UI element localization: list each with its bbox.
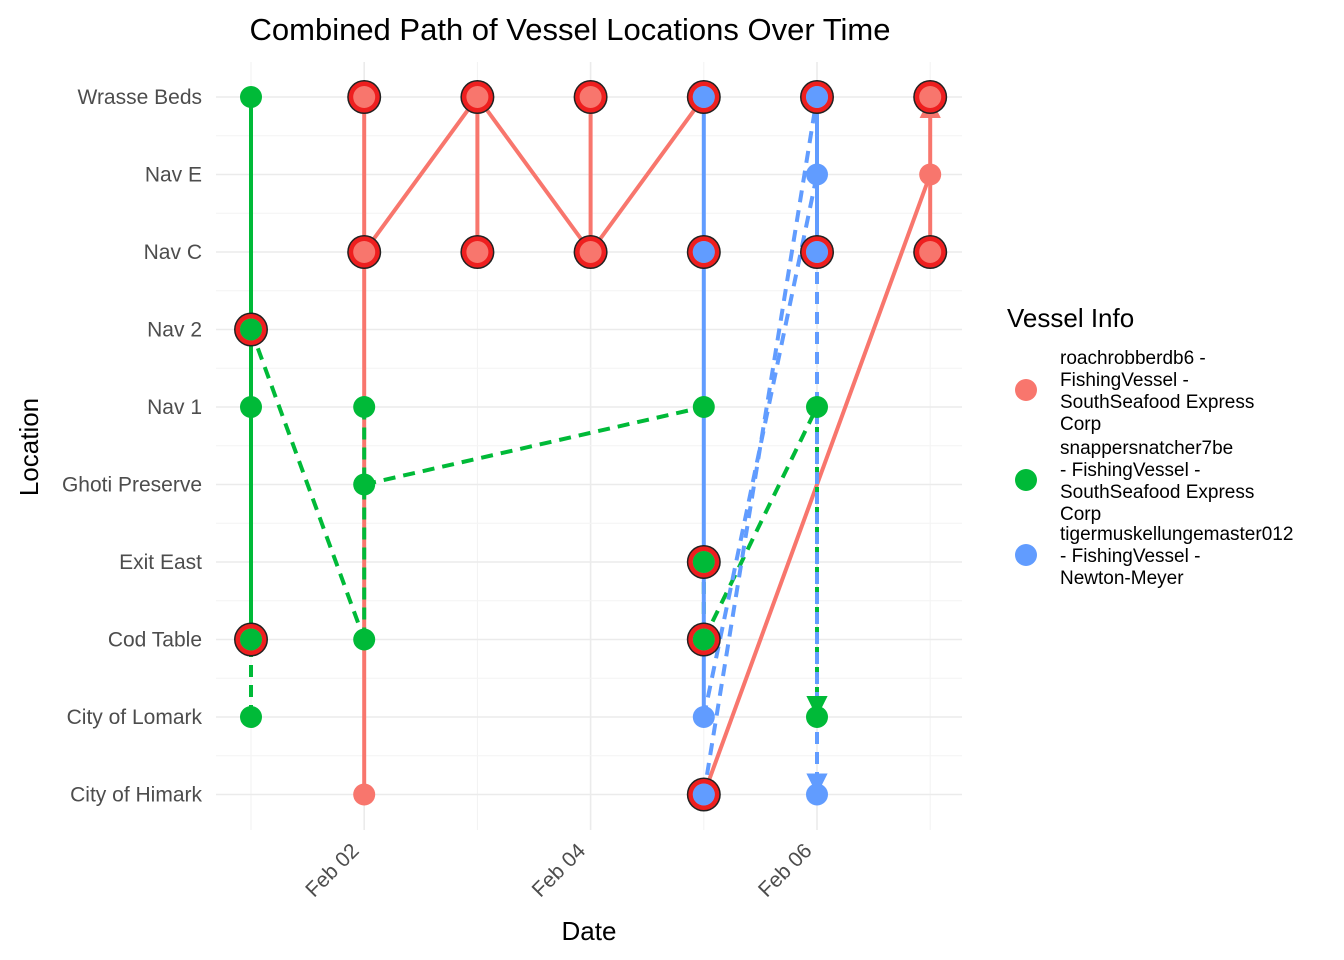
data-point bbox=[692, 706, 715, 728]
data-point bbox=[806, 86, 828, 108]
legend-label: - FishingVessel - bbox=[1060, 546, 1200, 567]
blue-path-segment bbox=[701, 174, 819, 718]
legend-label: Newton-Meyer bbox=[1060, 568, 1184, 589]
x-axis-title: Date bbox=[562, 916, 617, 946]
data-point bbox=[806, 163, 828, 186]
data-point bbox=[692, 783, 715, 806]
red-path-segment bbox=[588, 95, 706, 254]
data-point bbox=[692, 241, 715, 263]
x-tick-label: Feb 02 bbox=[301, 839, 364, 902]
chart-title: Combined Path of Vessel Locations Over T… bbox=[250, 12, 891, 47]
data-point bbox=[240, 706, 262, 728]
data-point bbox=[692, 551, 715, 573]
x-axis-ticks: Feb 02 Feb 04 Feb 06 bbox=[301, 839, 816, 902]
data-point bbox=[466, 241, 489, 263]
legend-label: SouthSeafood Express bbox=[1060, 482, 1254, 503]
x-tick-label: Feb 06 bbox=[754, 839, 817, 902]
y-tick-label: City of Lomark bbox=[67, 706, 203, 729]
legend-label: SouthSeafood Express bbox=[1060, 392, 1254, 413]
red-path-segment bbox=[362, 95, 480, 254]
data-point bbox=[353, 628, 376, 651]
data-point bbox=[240, 86, 262, 108]
data-point bbox=[806, 241, 828, 263]
legend-label: snappersnatcher7be bbox=[1060, 438, 1233, 459]
x-tick-label: Feb 04 bbox=[528, 839, 591, 902]
data-point bbox=[692, 628, 715, 651]
data-point bbox=[692, 86, 715, 108]
data-point bbox=[919, 163, 942, 186]
data-point bbox=[919, 241, 942, 263]
legend-label: tigermuskellungemaster012 bbox=[1060, 524, 1293, 545]
data-point bbox=[806, 783, 828, 806]
y-tick-label: City of Himark bbox=[70, 784, 202, 807]
data-point bbox=[692, 396, 715, 418]
data-point bbox=[353, 86, 376, 108]
data-point bbox=[353, 241, 376, 263]
legend-key bbox=[1015, 544, 1037, 566]
data-point bbox=[240, 396, 262, 418]
legend: Vessel Info roachrobberdb6 -FishingVesse… bbox=[1007, 303, 1293, 589]
data-point bbox=[240, 628, 262, 651]
legend-title: Vessel Info bbox=[1007, 303, 1134, 333]
legend-label: - FishingVessel - bbox=[1060, 460, 1200, 481]
legend-label: FishingVessel - bbox=[1060, 370, 1189, 391]
data-point bbox=[579, 86, 602, 108]
green-path-segment bbox=[702, 406, 819, 641]
y-tick-label: Cod Table bbox=[108, 629, 202, 652]
data-point bbox=[919, 86, 942, 108]
legend-label: Corp bbox=[1060, 414, 1101, 435]
legend-label: Corp bbox=[1060, 504, 1101, 525]
red-path-segment bbox=[701, 173, 933, 796]
data-point bbox=[806, 706, 828, 728]
legend-label: roachrobberdb6 - bbox=[1060, 348, 1206, 369]
legend-key bbox=[1015, 469, 1037, 491]
legend-key bbox=[1015, 379, 1037, 401]
y-axis-title: Location bbox=[14, 398, 44, 496]
y-axis-ticks: City of Himark City of Lomark Cod Table Exi… bbox=[62, 86, 203, 807]
data-point bbox=[240, 318, 262, 341]
y-tick-label: Exit East bbox=[119, 551, 202, 574]
data-point bbox=[353, 396, 376, 418]
vessel-paths bbox=[249, 95, 941, 796]
data-point bbox=[353, 783, 376, 806]
y-tick-label: Nav C bbox=[144, 241, 202, 264]
blue-path-segment bbox=[701, 96, 819, 795]
data-point bbox=[579, 241, 602, 263]
y-tick-label: Nav 1 bbox=[147, 396, 202, 419]
y-tick-label: Ghoti Preserve bbox=[62, 474, 202, 497]
vessel-points bbox=[234, 80, 948, 812]
y-tick-label: Nav 2 bbox=[147, 319, 202, 342]
data-point bbox=[353, 473, 376, 496]
data-point bbox=[466, 86, 489, 108]
y-tick-label: Wrasse Beds bbox=[78, 86, 203, 109]
green-path-segment bbox=[249, 328, 367, 641]
y-tick-label: Nav E bbox=[145, 164, 202, 187]
data-point bbox=[806, 396, 828, 418]
green-path-segment bbox=[363, 405, 705, 487]
red-path-segment bbox=[475, 95, 593, 254]
